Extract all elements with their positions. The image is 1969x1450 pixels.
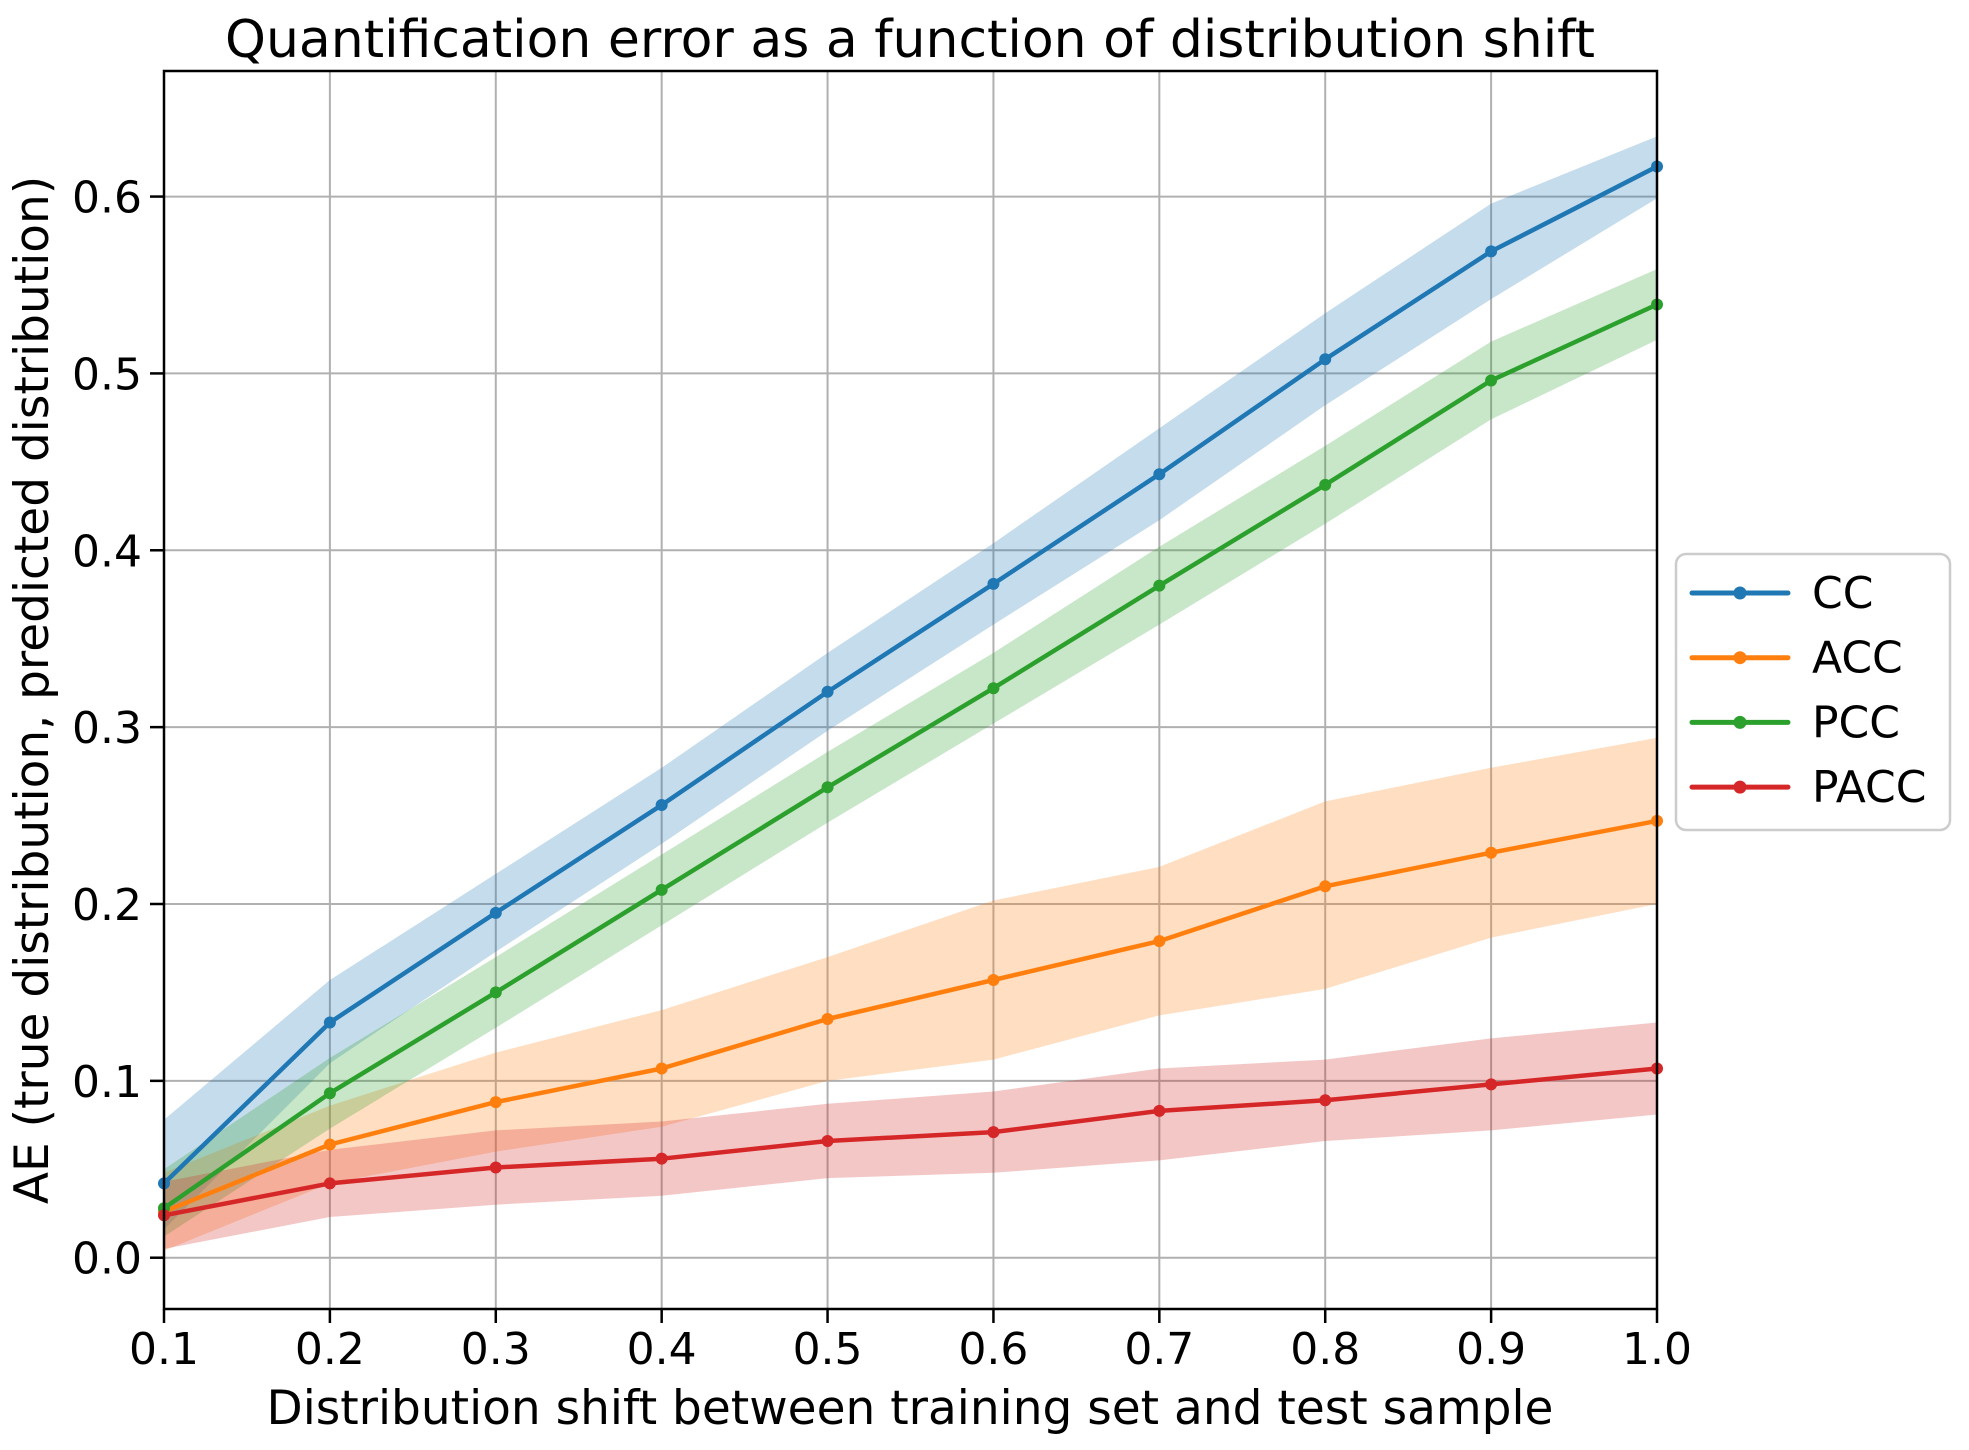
chart-title: Quantification error as a function of di… (225, 10, 1595, 70)
data-point-pacc (655, 1152, 668, 1165)
axes-frame (162, 69, 1659, 1311)
x-tick-label: 0.5 (793, 1324, 863, 1375)
confidence-band-acc (164, 737, 1657, 1251)
legend-box (1674, 552, 1952, 832)
data-point-cc (987, 577, 1000, 590)
x-tick-label: 0.2 (295, 1324, 365, 1375)
series-line-acc (161, 818, 1660, 1214)
data-point-pcc (1319, 478, 1332, 491)
data-point-pcc (1153, 579, 1166, 592)
data-point-cc (821, 685, 834, 698)
data-point-pacc (987, 1126, 1000, 1139)
legend-label-cc: CC (1812, 568, 1873, 619)
data-point-cc (323, 1016, 336, 1029)
data-point-cc (655, 798, 668, 811)
legend-swatch-marker-acc (1733, 651, 1747, 665)
data-point-pcc (821, 781, 834, 794)
data-point-pacc (323, 1177, 336, 1190)
data-point-pacc (489, 1161, 502, 1174)
data-point-pacc (1153, 1104, 1166, 1117)
data-point-pacc (1319, 1094, 1332, 1107)
confidence-bands (164, 136, 1657, 1251)
x-tick-label: 0.7 (1124, 1324, 1194, 1375)
data-point-cc (1319, 353, 1332, 366)
series-line-pacc (161, 1066, 1660, 1218)
data-point-pcc (489, 986, 502, 999)
legend-label-acc: ACC (1812, 633, 1903, 684)
data-point-acc (821, 1012, 834, 1025)
x-tick-label: 0.4 (627, 1324, 697, 1375)
data-point-pcc (655, 883, 668, 896)
legend-swatch-marker-pcc (1733, 715, 1747, 729)
y-tick-label: 0.6 (72, 173, 142, 224)
data-point-acc (1153, 935, 1166, 948)
data-point-cc (489, 906, 502, 919)
y-tick-label: 0.5 (72, 349, 142, 400)
tick-marks (150, 195, 1659, 1323)
series-line-cc (161, 164, 1660, 1186)
y-tick-label: 0.1 (72, 1057, 142, 1108)
data-point-acc (1485, 846, 1498, 859)
data-point-cc (1485, 245, 1498, 258)
tick-labels: 0.1 0.2 0.3 0.4 0.5 0.6 0.7 0.8 0.9 1.0 0.0 0.1 0.2 0… (72, 173, 1692, 1375)
x-tick-label: 1.0 (1622, 1324, 1692, 1375)
x-tick-label: 0.3 (461, 1324, 531, 1375)
y-tick-label: 0.2 (72, 880, 142, 931)
x-axis-label: Distribution shift between training set … (267, 1381, 1554, 1436)
legend-label-pacc: PACC (1812, 762, 1927, 813)
legend-swatch-marker-pacc (1733, 780, 1747, 794)
data-point-pcc (987, 682, 1000, 695)
legend-swatch-marker-cc (1733, 586, 1747, 600)
y-tick-label: 0.0 (72, 1234, 142, 1285)
data-point-pacc (1485, 1078, 1498, 1091)
data-point-acc (987, 974, 1000, 987)
series-line-pcc (161, 302, 1660, 1211)
y-axis-label: AE (true distribution, predicted distrib… (5, 176, 60, 1204)
data-point-pcc (323, 1087, 336, 1100)
x-tick-label: 0.9 (1456, 1324, 1526, 1375)
data-point-acc (655, 1062, 668, 1075)
plot-frame (162, 69, 1659, 1311)
data-point-cc (1153, 468, 1166, 481)
legend: CC ACC PCC PACC (1674, 552, 1952, 832)
x-tick-label: 0.8 (1290, 1324, 1360, 1375)
data-point-acc (489, 1096, 502, 1109)
y-tick-label: 0.4 (72, 526, 142, 577)
data-point-pcc (1485, 374, 1498, 387)
x-tick-label: 0.1 (129, 1324, 199, 1375)
confidence-band-cc (164, 136, 1657, 1230)
x-tick-label: 0.6 (958, 1324, 1028, 1375)
data-point-acc (323, 1138, 336, 1151)
data-point-acc (1319, 880, 1332, 893)
y-tick-label: 0.3 (72, 703, 142, 754)
legend-label-pcc: PCC (1812, 697, 1900, 748)
data-point-pacc (821, 1134, 834, 1147)
